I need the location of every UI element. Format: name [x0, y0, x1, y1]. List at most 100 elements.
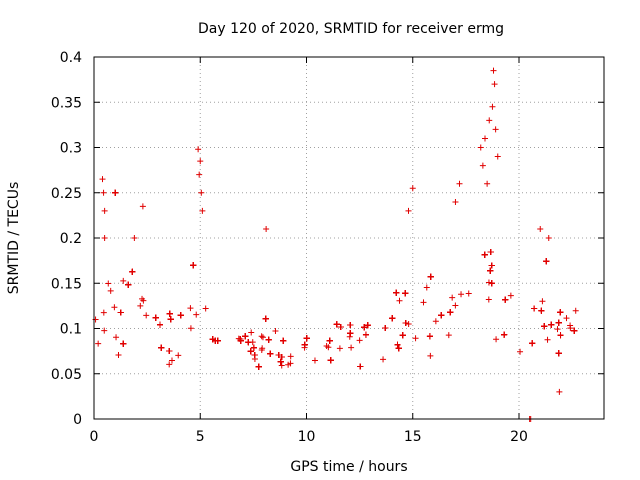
data-point	[361, 324, 368, 331]
data-point	[402, 320, 409, 327]
x-tick-label: 10	[298, 429, 316, 445]
data-point	[477, 144, 484, 151]
data-point	[555, 350, 562, 357]
y-tick-label: 0	[73, 412, 82, 428]
data-point	[491, 81, 498, 88]
data-point	[107, 287, 114, 294]
data-point	[323, 342, 330, 349]
data-point	[100, 189, 107, 196]
data-point	[152, 314, 159, 321]
data-point	[327, 357, 334, 364]
data-point	[452, 199, 459, 206]
data-point	[190, 262, 197, 269]
data-point	[275, 351, 282, 358]
x-tick-label: 0	[90, 429, 99, 445]
data-point	[137, 302, 144, 309]
data-point	[237, 336, 244, 343]
data-point	[280, 337, 287, 344]
x-tick-label: 20	[510, 429, 528, 445]
data-point	[393, 289, 400, 296]
data-point	[396, 297, 403, 304]
data-point	[501, 331, 508, 338]
data-point	[336, 345, 343, 352]
data-point	[209, 336, 216, 343]
data-point	[187, 305, 194, 312]
data-point	[539, 298, 546, 305]
data-point	[263, 225, 270, 232]
data-point	[502, 296, 509, 303]
data-point	[101, 235, 108, 241]
data-point	[199, 207, 206, 214]
y-tick-label: 0.2	[60, 231, 82, 247]
data-point	[426, 333, 433, 340]
y-tick-label: 0.1	[60, 322, 82, 338]
data-point	[548, 321, 555, 328]
data-point	[95, 340, 102, 347]
data-point	[166, 361, 173, 368]
data-point	[248, 329, 255, 336]
data-point	[493, 336, 500, 343]
data-point	[456, 180, 463, 187]
data-point	[196, 171, 203, 178]
data-point	[262, 315, 269, 322]
data-point	[272, 327, 279, 334]
y-tick-label: 0.15	[51, 276, 82, 292]
data-point	[423, 284, 430, 291]
chart-title: Day 120 of 2020, SRMTID for receiver erm…	[198, 21, 504, 37]
axis-ticks	[93, 56, 604, 420]
data-point	[458, 291, 465, 298]
y-tick-label: 0.25	[51, 186, 82, 202]
data-point	[247, 348, 254, 355]
y-tick-label: 0.05	[51, 367, 82, 383]
data-point	[311, 357, 318, 364]
data-point	[120, 277, 127, 284]
data-point	[177, 312, 184, 319]
data-point	[195, 146, 202, 153]
data-point	[139, 203, 146, 210]
data-point	[538, 307, 545, 314]
data-point	[563, 315, 570, 322]
data-point	[277, 358, 284, 365]
data-point	[158, 344, 165, 351]
data-point	[485, 279, 492, 286]
data-point	[452, 302, 459, 309]
data-point	[447, 309, 454, 316]
data-point	[402, 290, 409, 297]
data-point	[409, 185, 416, 192]
data-point	[554, 326, 561, 333]
data-point	[438, 312, 445, 319]
data-point	[168, 357, 175, 364]
data-point	[202, 305, 209, 312]
data-point	[303, 335, 310, 342]
data-point	[427, 273, 434, 280]
data-point	[259, 345, 266, 352]
data-point	[265, 336, 272, 343]
data-point	[555, 319, 562, 326]
data-point	[347, 330, 354, 337]
x-tick-label: 15	[404, 429, 422, 445]
grid-lines	[94, 57, 604, 419]
data-point	[537, 225, 544, 232]
y-tick-label: 0.3	[60, 141, 82, 157]
data-point	[129, 268, 136, 275]
data-point	[259, 334, 266, 341]
data-point	[494, 153, 501, 160]
data-point	[541, 323, 548, 330]
data-point	[490, 67, 497, 74]
data-point	[301, 341, 308, 348]
data-point	[356, 337, 363, 344]
data-point	[157, 321, 164, 328]
data-point	[545, 235, 552, 241]
data-point	[278, 354, 285, 361]
data-point	[187, 325, 194, 332]
data-point	[111, 304, 118, 311]
data-point	[543, 258, 550, 265]
data-point	[347, 322, 354, 329]
data-point	[278, 362, 285, 369]
data-point	[333, 321, 340, 328]
data-point	[214, 337, 221, 344]
data-point	[531, 305, 538, 312]
data-point	[489, 103, 496, 110]
data-point	[101, 207, 108, 214]
